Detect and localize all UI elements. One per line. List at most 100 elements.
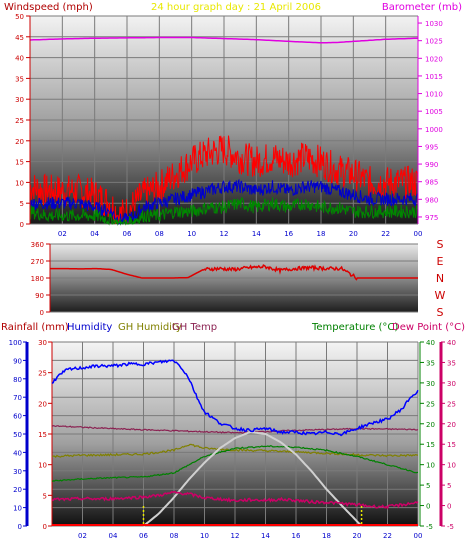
windspeed-tick-label: 0 <box>20 221 24 229</box>
wind-low-line <box>29 197 419 226</box>
humidity-tick-label: 10 <box>13 505 22 513</box>
dew-point-tick-label: -5 <box>447 523 454 531</box>
humidity-tick-label: 20 <box>13 486 22 494</box>
windspeed-tick-label: 50 <box>15 13 24 21</box>
humidity-tick-label: 50 <box>13 431 22 439</box>
temperature-tick-label: 15 <box>426 441 435 449</box>
humidity-axis-title: Humidity <box>67 322 112 333</box>
barometer-tick-label: 975 <box>425 214 438 222</box>
humidity-time-tick-label: 16 <box>292 532 301 540</box>
graph-title: 24 hour graph day : 21 April 2006 <box>151 2 321 13</box>
compass-letter: S <box>437 306 444 319</box>
temperature-line <box>51 445 419 482</box>
wind-gust-line <box>29 135 419 225</box>
humidity-tick-label: 60 <box>13 413 22 421</box>
humidity-tick-label: 0 <box>18 523 22 531</box>
humidity-time-tick-label: 18 <box>322 532 331 540</box>
windspeed-tick-label: 10 <box>15 179 24 187</box>
humidity-tick-label: 100 <box>9 339 22 347</box>
windspeed-tick-label: 5 <box>20 200 24 208</box>
windspeed-tick-label: 35 <box>15 75 24 83</box>
windspeed-axis: 0 5 10 15 20 25 30 35 40 45 50 <box>15 13 30 229</box>
humidity-series <box>51 359 419 527</box>
wind-time-tick-label: 00 <box>414 230 423 238</box>
barometer-tick-label: 1030 <box>425 20 443 28</box>
compass-letter: N <box>436 272 444 285</box>
temperature-tick-label: 0 <box>426 503 430 511</box>
dew-point-axis-title: Dew Point (°C) <box>392 322 465 333</box>
humidity-time-tick-label: 06 <box>139 532 148 540</box>
wind-time-tick-label: 12 <box>220 230 229 238</box>
windspeed-tick-label: 25 <box>15 117 24 125</box>
temperature-tick-label: 40 <box>426 339 435 347</box>
temperature-tick-label: 5 <box>426 482 430 490</box>
wind-average-line <box>29 178 419 225</box>
barometer-axis: 975 980 985 990 995 1000 1005 1010 1015 1020 1025 1… <box>418 20 443 222</box>
gh-humidity-line <box>51 443 419 458</box>
temperature-tick-label: 30 <box>426 380 435 388</box>
rainfall-tick-label: 0 <box>43 523 47 531</box>
windspeed-tick-label: 30 <box>15 96 24 104</box>
rainfall-tick-label: 20 <box>38 400 47 408</box>
gh-humidity-title: GH Humidity <box>118 322 182 333</box>
barometer-tick-label: 1005 <box>425 108 443 116</box>
barometer-axis-title: Barometer (mb) <box>382 2 462 13</box>
solar-curve <box>142 430 363 527</box>
rainfall-tick-label: 15 <box>38 431 47 439</box>
temperature-axis-title: Temperature (°C) <box>311 322 398 333</box>
dew-point-tick-label: 40 <box>447 339 456 347</box>
humidity-tick-label: 30 <box>13 468 22 476</box>
temperature-tick-label: 35 <box>426 359 435 367</box>
humidity-time-tick-label: 20 <box>353 532 362 540</box>
humidity-time-tick-label: 00 <box>414 532 423 540</box>
humidity-grid <box>52 341 419 527</box>
dew-point-tick-label: 30 <box>447 380 456 388</box>
dew-point-tick-label: 25 <box>447 400 456 408</box>
wind-time-axis: 02 04 06 08 10 12 14 16 18 20 22 00 <box>58 230 423 238</box>
dew-point-line <box>51 490 419 510</box>
rainfall-tick-label: 25 <box>38 370 47 378</box>
humidity-time-tick-label: 12 <box>231 532 240 540</box>
direction-tick-label: 360 <box>31 241 44 249</box>
humidity-tick-label: 70 <box>13 394 22 402</box>
wind-time-tick-label: 10 <box>187 230 196 238</box>
wind-time-tick-label: 08 <box>155 230 164 238</box>
humidity-time-tick-label: 02 <box>78 532 87 540</box>
barometer-tick-label: 1000 <box>425 126 443 134</box>
wind-time-tick-label: 06 <box>123 230 132 238</box>
wind-time-tick-label: 16 <box>284 230 293 238</box>
temperature-tick-label: 10 <box>426 462 435 470</box>
barometer-tick-label: 990 <box>425 161 438 169</box>
humidity-tick-label: 40 <box>13 449 22 457</box>
dew-point-tick-label: 15 <box>447 441 456 449</box>
rainfall-axis-title: Rainfall (mm) <box>1 322 69 333</box>
temperature-tick-label: 20 <box>426 421 435 429</box>
dew-point-tick-label: 0 <box>447 503 451 511</box>
windspeed-axis-title: Windspeed (mph) <box>4 2 93 13</box>
direction-grid <box>50 243 418 313</box>
direction-axis: 0 90 180 270 360 <box>31 241 50 317</box>
humidity-time-tick-label: 04 <box>109 532 118 540</box>
wind-time-tick-label: 18 <box>317 230 326 238</box>
temperature-tick-label: -5 <box>426 523 433 531</box>
humidity-time-axis: 02 04 06 08 10 12 14 16 18 20 22 00 <box>78 532 422 540</box>
compass-letter: W <box>435 289 446 302</box>
dew-point-tick-label: 35 <box>447 359 456 367</box>
windspeed-tick-label: 45 <box>15 34 24 42</box>
windspeed-tick-label: 20 <box>15 138 24 146</box>
wind-time-tick-label: 14 <box>252 230 261 238</box>
rainfall-tick-label: 30 <box>38 339 47 347</box>
rainfall-tick-label: 5 <box>43 492 47 500</box>
humidity-axes: 0102030405060708090100051015202530-50510… <box>9 339 456 531</box>
barometer-tick-label: 1020 <box>425 55 443 63</box>
wind-series <box>29 36 419 226</box>
wind-time-tick-label: 02 <box>58 230 67 238</box>
wind-direction-line <box>50 264 418 281</box>
barometer-tick-label: 985 <box>425 179 438 187</box>
humidity-time-tick-label: 08 <box>170 532 179 540</box>
dew-point-tick-label: 5 <box>447 482 451 490</box>
direction-tick-label: 270 <box>31 258 44 266</box>
humidity-tick-label: 80 <box>13 376 22 384</box>
direction-tick-label: 180 <box>31 275 44 283</box>
